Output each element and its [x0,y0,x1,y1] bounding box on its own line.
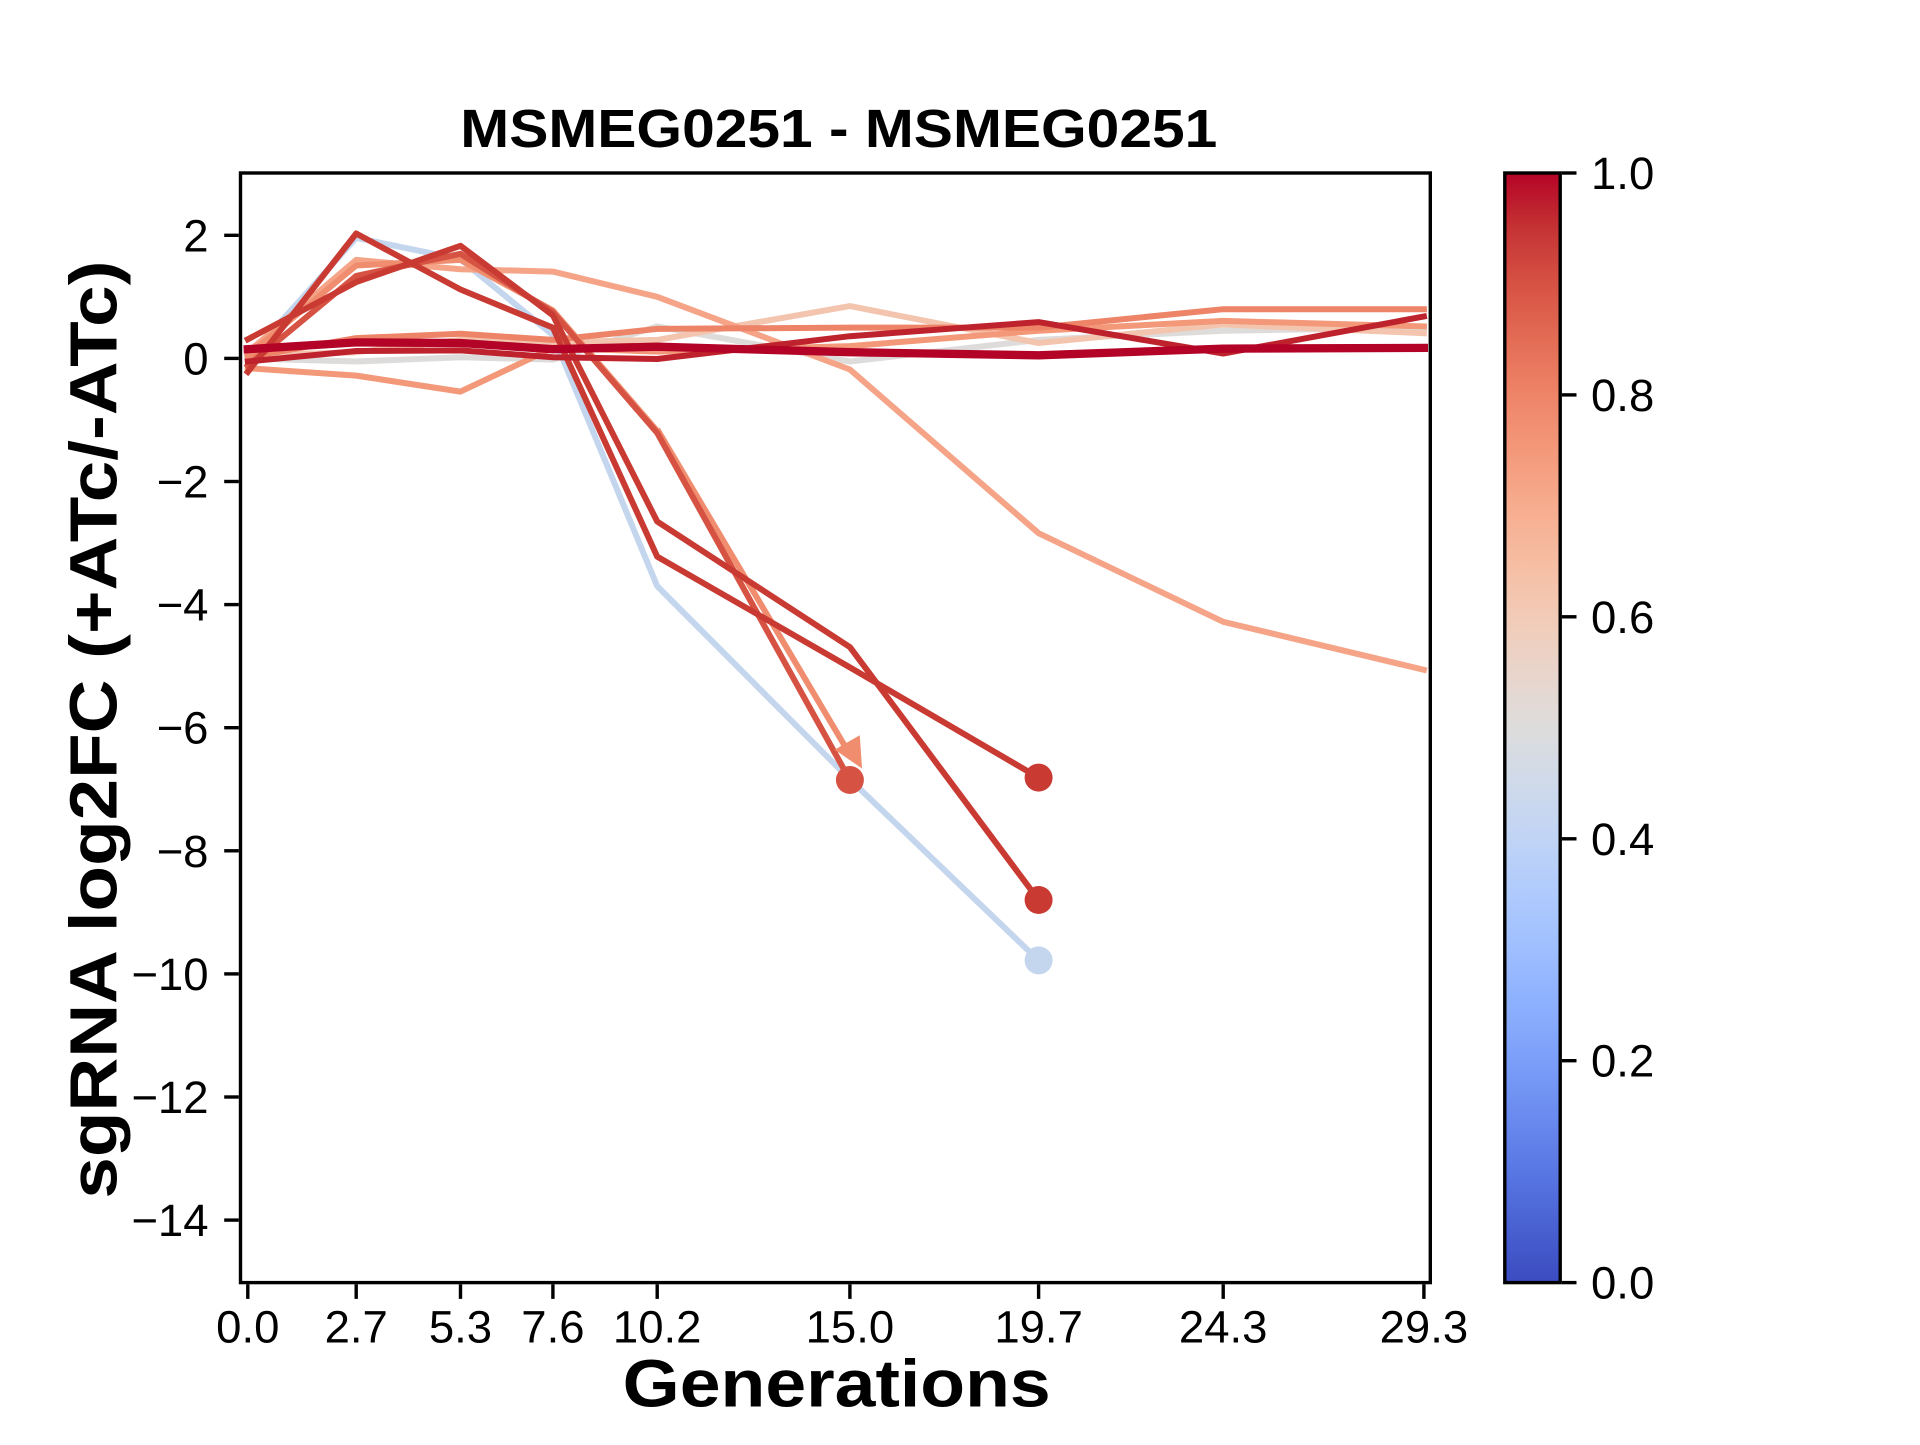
svg-text:0.6: 0.6 [1591,592,1654,643]
svg-text:0.8: 0.8 [1591,370,1654,421]
svg-text:15.0: 15.0 [806,1302,895,1353]
svg-text:29.3: 29.3 [1380,1302,1469,1353]
svg-text:−8: −8 [157,826,209,877]
svg-text:MSMEG0251 - MSMEG0251: MSMEG0251 - MSMEG0251 [460,99,1217,159]
svg-text:−6: −6 [157,703,209,754]
svg-text:1.0: 1.0 [1591,148,1654,199]
svg-text:5.3: 5.3 [429,1302,492,1353]
svg-text:2: 2 [183,210,208,261]
svg-text:0.2: 0.2 [1591,1036,1654,1087]
svg-text:0.4: 0.4 [1591,814,1654,865]
svg-text:0: 0 [183,333,208,384]
svg-text:−10: −10 [131,949,208,1000]
svg-text:sgRNA log2FC (+ATc/-ATc): sgRNA log2FC (+ATc/-ATc) [58,261,132,1199]
svg-text:−2: −2 [157,457,209,508]
svg-text:7.6: 7.6 [521,1302,584,1353]
svg-text:Generations: Generations [623,1348,1051,1422]
svg-text:10.2: 10.2 [613,1302,702,1353]
svg-text:0.0: 0.0 [1591,1258,1654,1309]
svg-text:−4: −4 [157,580,209,631]
svg-text:19.7: 19.7 [994,1302,1083,1353]
svg-text:2.7: 2.7 [325,1302,388,1353]
svg-text:24.3: 24.3 [1179,1302,1268,1353]
svg-text:0.0: 0.0 [216,1302,279,1353]
svg-text:−14: −14 [131,1195,208,1246]
svg-text:−12: −12 [131,1072,208,1123]
